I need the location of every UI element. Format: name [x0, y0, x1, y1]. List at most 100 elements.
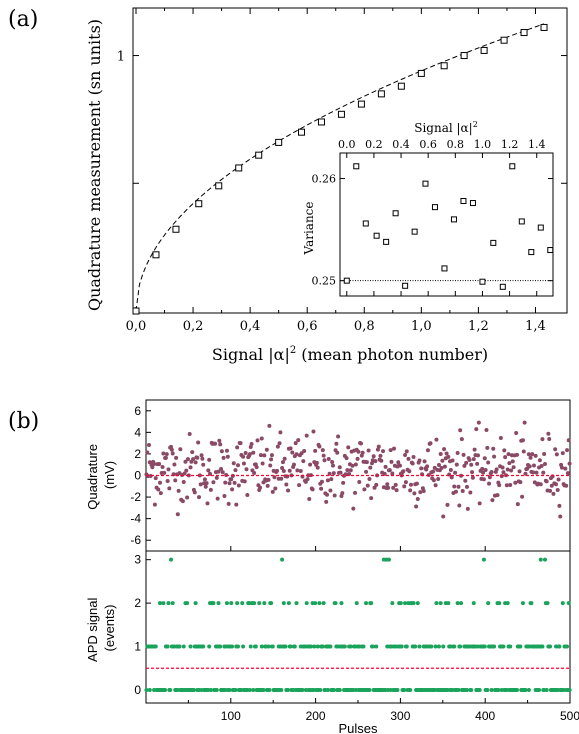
apd-point [489, 687, 494, 692]
inset-y-tick-label: 0.26 [312, 173, 337, 186]
quadrature-point [275, 444, 280, 449]
quadrature-point [166, 467, 171, 472]
b-top-y-tick-label: 6 [134, 404, 141, 418]
quadrature-point [402, 484, 407, 489]
quadrature-point [446, 454, 451, 459]
quadrature-point [360, 450, 365, 455]
x-tick-label: 0,4 [240, 319, 261, 334]
quadrature-point [464, 484, 469, 489]
quadrature-point [462, 463, 467, 468]
quadrature-point [187, 432, 192, 437]
quadrature-point [481, 470, 486, 475]
data-point [397, 82, 405, 90]
apd-point [261, 687, 266, 692]
quadrature-point [385, 482, 390, 487]
apd-point [545, 601, 550, 606]
quadrature-point [415, 496, 420, 501]
apd-point [161, 601, 166, 606]
quadrature-point [508, 482, 513, 487]
quadrature-point [280, 466, 285, 471]
quadrature-point [369, 461, 374, 466]
quadrature-point [255, 438, 260, 443]
inset-data-point [450, 216, 457, 223]
apd-point [270, 644, 275, 649]
apd-point [374, 644, 379, 649]
apd-point [560, 601, 565, 606]
quadrature-point [351, 506, 356, 511]
apd-point [566, 601, 571, 606]
quadrature-point [419, 466, 424, 471]
quadrature-point [394, 488, 399, 493]
apd-point [441, 644, 446, 649]
quadrature-point [234, 502, 239, 507]
data-point [195, 200, 203, 208]
data-point [172, 225, 180, 233]
apd-point [508, 644, 513, 649]
quadrature-point [336, 434, 341, 439]
quadrature-point [467, 457, 472, 462]
apd-point [455, 601, 460, 606]
quadrature-point [475, 461, 480, 466]
quadrature-point [551, 491, 556, 496]
inset-data-point [528, 249, 535, 256]
inset-x-tick-label: 0.0 [338, 138, 356, 151]
apd-point [429, 644, 434, 649]
quadrature-point [418, 490, 423, 495]
quadrature-point [321, 453, 326, 458]
apd-point [557, 644, 562, 649]
apd-point [565, 644, 570, 649]
apd-point [300, 687, 305, 692]
panel-b-top-marks [144, 420, 572, 519]
inset-chart: 0.0 0.2 0.4 0.6 0.8 1.0 1.2 1.4 0.25 0.26 Signal… [302, 120, 554, 297]
apd-point [537, 687, 542, 692]
apd-point [193, 601, 198, 606]
quadrature-point [477, 501, 482, 506]
apd-point [485, 687, 490, 692]
quadrature-point [281, 468, 286, 473]
quadrature-point [254, 465, 259, 470]
quadrature-point [469, 462, 474, 467]
quadrature-point [567, 461, 572, 466]
apd-point [403, 601, 408, 606]
apd-point [386, 557, 391, 562]
apd-point [308, 644, 313, 649]
quadrature-point [294, 452, 299, 457]
quadrature-point [546, 431, 551, 436]
apd-point [540, 644, 545, 649]
quadrature-point [332, 493, 337, 498]
apd-point [165, 644, 170, 649]
quadrature-point [245, 493, 250, 498]
quadrature-point [279, 476, 284, 481]
apd-point [267, 687, 272, 692]
apd-point [251, 687, 256, 692]
quadrature-point [217, 438, 222, 443]
b-top-y-tick-label: 2 [134, 447, 141, 461]
b-x-tick-label: 100 [221, 709, 241, 723]
apd-point [477, 687, 482, 692]
x-tick-label: 0,0 [126, 319, 147, 334]
quadrature-point [302, 449, 307, 454]
quadrature-point [559, 465, 564, 470]
quadrature-point [175, 512, 180, 517]
quadrature-point [528, 455, 533, 460]
b-top-y-tick-label: 0 [134, 469, 141, 483]
apd-point [157, 601, 162, 606]
quadrature-point [525, 466, 530, 471]
quadrature-point [331, 471, 336, 476]
inset-data-point [537, 224, 544, 231]
quadrature-point [489, 469, 494, 474]
quadrature-point [337, 465, 342, 470]
quadrature-point [176, 488, 181, 493]
fit-curve [135, 23, 545, 312]
quadrature-point [315, 465, 320, 470]
apd-point [369, 601, 374, 606]
quadrature-point [214, 475, 219, 480]
quadrature-point [515, 452, 519, 457]
inset-data-point [383, 238, 390, 245]
panel-b-label: (b) [8, 409, 39, 434]
quadrature-point [298, 468, 303, 473]
quadrature-point [238, 441, 243, 446]
quadrature-point [259, 436, 264, 441]
panel-b-bottom-y-axis-label: APD signal (events) [85, 594, 117, 662]
quadrature-point [564, 483, 569, 488]
